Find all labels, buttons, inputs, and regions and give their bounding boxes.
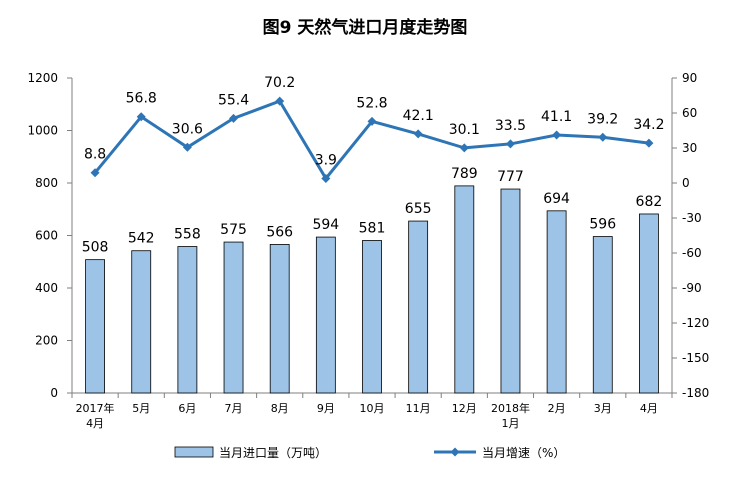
x-tick-label: 9月 bbox=[317, 402, 335, 415]
x-tick-label: 2月 bbox=[548, 402, 566, 415]
labels-layer: 508 542 558 575 566 594 581 655 789 777 694 596 682 8… bbox=[82, 75, 665, 256]
right-tick-label: 0 bbox=[682, 176, 690, 190]
line-point bbox=[367, 116, 377, 126]
right-tick-label: -150 bbox=[682, 351, 709, 365]
bar-data-label: 682 bbox=[636, 194, 663, 210]
x-tick-label: 12月 bbox=[452, 402, 477, 415]
bar-data-label: 575 bbox=[220, 222, 247, 238]
line-point bbox=[275, 96, 285, 106]
x-tick-label: 10月 bbox=[360, 402, 385, 415]
line-point bbox=[229, 113, 239, 123]
bar bbox=[131, 250, 152, 394]
right-tick-label: -90 bbox=[682, 281, 702, 295]
x-tick-label: 6月 bbox=[178, 402, 196, 415]
right-tick-label: -180 bbox=[682, 386, 709, 400]
legend-line-label: 当月增速（%） bbox=[482, 446, 565, 460]
bar-data-label: 655 bbox=[405, 201, 432, 217]
right-tick-label: -30 bbox=[682, 211, 702, 225]
legend-line-marker bbox=[450, 447, 460, 457]
bar-data-label: 777 bbox=[497, 169, 524, 185]
line-data-label: 42.1 bbox=[403, 108, 434, 124]
line-data-label: 41.1 bbox=[541, 109, 572, 125]
bar bbox=[85, 259, 105, 394]
chart-title: 图9 天然气进口月度走势图 bbox=[263, 17, 468, 38]
bar-data-label: 508 bbox=[82, 240, 109, 256]
legend-bar-swatch bbox=[174, 446, 214, 458]
line-data-label: 39.2 bbox=[587, 111, 618, 127]
right-tick-label: -60 bbox=[682, 246, 702, 260]
axes-layer: 020040060080010001200-180-150-120-90-60-… bbox=[27, 71, 709, 430]
left-tick-label: 1000 bbox=[27, 124, 58, 138]
line-data-label: 56.8 bbox=[126, 91, 157, 107]
bar bbox=[362, 240, 382, 394]
bar-data-label: 542 bbox=[128, 231, 155, 247]
right-tick-label: -120 bbox=[682, 316, 709, 330]
line-data-label: 30.1 bbox=[449, 122, 480, 138]
x-tick-label: 2018年 bbox=[491, 401, 530, 415]
x-tick-label: 1月 bbox=[501, 417, 519, 430]
line-point bbox=[644, 138, 654, 148]
line-point bbox=[505, 139, 515, 149]
right-tick-label: 90 bbox=[682, 71, 697, 85]
right-tick-label: 60 bbox=[682, 106, 697, 120]
bar-data-label: 789 bbox=[451, 166, 478, 182]
line-data-label: 70.2 bbox=[264, 75, 295, 91]
line-data-label: 8.8 bbox=[84, 147, 106, 163]
left-tick-label: 400 bbox=[35, 281, 58, 295]
line-data-label: 34.2 bbox=[633, 117, 664, 133]
bar-data-label: 558 bbox=[174, 227, 201, 243]
bar-data-label: 694 bbox=[543, 191, 570, 207]
line-data-label: 30.6 bbox=[172, 121, 203, 137]
line-point bbox=[413, 129, 423, 139]
x-tick-label: 3月 bbox=[594, 402, 612, 415]
line-point bbox=[598, 132, 608, 142]
bar bbox=[592, 236, 613, 394]
bar-data-label: 596 bbox=[589, 217, 616, 233]
bar bbox=[223, 241, 244, 394]
bar bbox=[500, 188, 521, 394]
line-point bbox=[136, 112, 146, 122]
bar bbox=[546, 210, 567, 394]
x-tick-label: 2017年 bbox=[76, 401, 115, 415]
line-point bbox=[459, 143, 469, 153]
bar-data-label: 594 bbox=[312, 217, 339, 233]
line-data-label: 55.4 bbox=[218, 92, 249, 108]
x-tick-label: 7月 bbox=[225, 402, 243, 415]
line-point bbox=[321, 173, 331, 183]
line-data-label: 52.8 bbox=[356, 95, 387, 111]
x-tick-label: 4月 bbox=[640, 402, 658, 415]
line-point bbox=[90, 168, 100, 178]
bar bbox=[269, 244, 290, 394]
legend-bar-label: 当月进口量（万吨） bbox=[219, 446, 327, 460]
bar bbox=[315, 236, 336, 394]
line-point bbox=[182, 142, 192, 152]
left-tick-label: 200 bbox=[35, 334, 58, 348]
bar bbox=[408, 220, 429, 394]
left-tick-label: 1200 bbox=[27, 71, 58, 85]
bar-data-label: 566 bbox=[266, 224, 293, 240]
line-data-label: 3.9 bbox=[315, 152, 337, 168]
x-tick-label: 4月 bbox=[86, 417, 104, 430]
legend: 当月进口量（万吨） 当月增速（%） bbox=[174, 446, 565, 460]
x-tick-label: 5月 bbox=[132, 402, 150, 415]
left-tick-label: 800 bbox=[35, 176, 58, 190]
left-tick-label: 0 bbox=[50, 386, 58, 400]
bar bbox=[454, 185, 475, 394]
right-tick-label: 30 bbox=[682, 141, 697, 155]
left-tick-label: 600 bbox=[35, 229, 58, 243]
line-point bbox=[552, 130, 562, 140]
line-layer bbox=[90, 96, 654, 183]
line-data-label: 33.5 bbox=[495, 118, 526, 134]
x-tick-label: 8月 bbox=[271, 402, 289, 415]
bars-layer bbox=[85, 185, 659, 394]
x-tick-label: 11月 bbox=[406, 402, 431, 415]
bar bbox=[177, 246, 198, 394]
bar-data-label: 581 bbox=[359, 220, 386, 236]
bar bbox=[639, 213, 659, 394]
